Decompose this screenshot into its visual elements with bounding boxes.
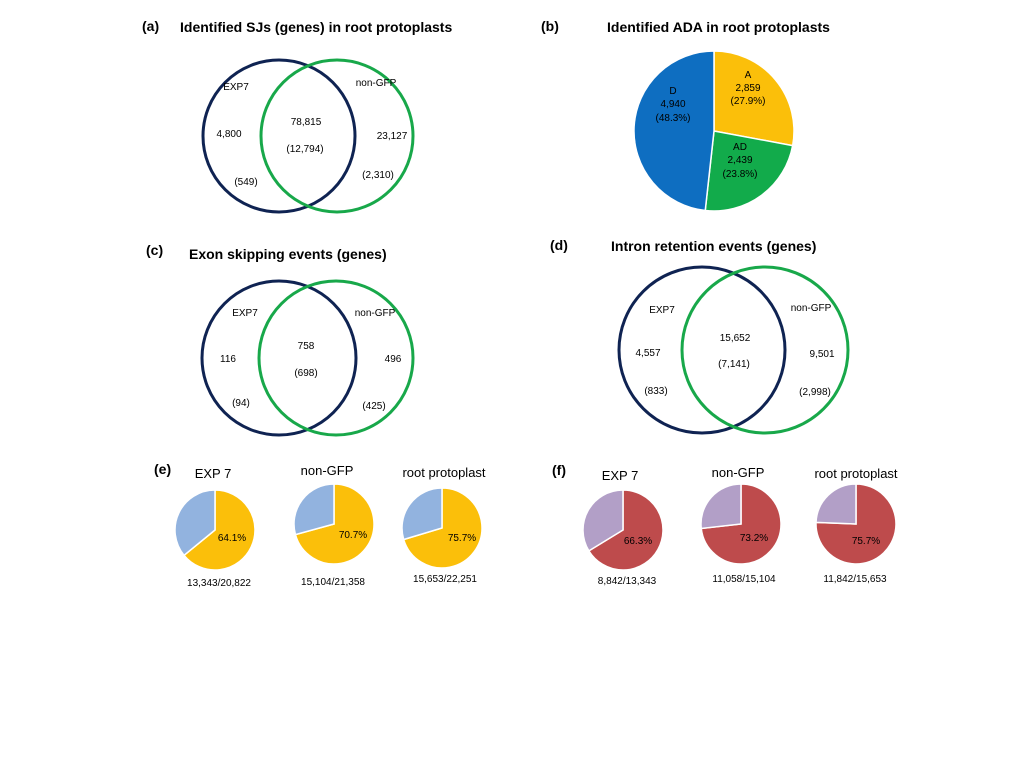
venn-a-left-value: 4,800 bbox=[216, 129, 241, 140]
panel-e-label: (e) bbox=[154, 461, 171, 477]
venn-c-right-name: non-GFP bbox=[355, 308, 396, 319]
venn-c-left-name: EXP7 bbox=[232, 308, 258, 319]
panel-b-label: (b) bbox=[541, 18, 559, 34]
pie-e2-title: non-GFP bbox=[301, 463, 354, 478]
venn-c-right-genes: (425) bbox=[362, 401, 385, 412]
venn-c-left-value: 116 bbox=[220, 354, 236, 365]
pie-f1-pct: 66.3% bbox=[624, 536, 652, 547]
venn-c-center-value: 758 bbox=[298, 341, 315, 352]
panel-d-title: Intron retention events (genes) bbox=[611, 238, 816, 254]
venn-d-right-genes: (2,998) bbox=[799, 387, 831, 398]
panel-e: (e) EXP 7 non-GFP root protoplast 13,343… bbox=[154, 461, 486, 589]
ada-slice-ad bbox=[704, 130, 794, 212]
pie-f1-main-slice bbox=[587, 489, 664, 571]
panel-d: (d) Intron retention events (genes) EXP7… bbox=[550, 237, 850, 435]
panel-c-label: (c) bbox=[146, 242, 163, 258]
pie-e2-pct: 70.7% bbox=[339, 530, 367, 541]
pie-f1-title: EXP 7 bbox=[602, 468, 639, 483]
pie-e3-title: root protoplast bbox=[402, 465, 485, 480]
pie-e1 bbox=[174, 489, 256, 571]
pie-e3-rest-slice bbox=[401, 487, 443, 541]
pie-f2-title: non-GFP bbox=[712, 465, 765, 480]
ada-slice-a-label: A 2,859 (27.9%) bbox=[730, 70, 765, 107]
pie-f2-ratio: 11,058/15,104 bbox=[712, 574, 776, 585]
ada-slice-d-label: D 4,940 (48.3%) bbox=[655, 86, 690, 124]
ada-slice-a-name: A bbox=[745, 70, 752, 81]
pie-f2-rest-slice bbox=[700, 483, 742, 530]
pie-f2-pct: 73.2% bbox=[740, 533, 768, 544]
venn-a-left-name: EXP7 bbox=[223, 82, 249, 93]
ada-slice-ad-label: AD 2,439 (23.8%) bbox=[722, 142, 757, 180]
pie-f3-rest-slice bbox=[815, 483, 857, 525]
ada-slice-d-pct: (48.3%) bbox=[655, 113, 690, 124]
venn-c-center-genes: (698) bbox=[294, 368, 317, 379]
panel-c: (c) Exon skipping events (genes) EXP7 no… bbox=[146, 242, 415, 437]
pie-e3 bbox=[401, 487, 483, 569]
venn-a-right-value: 23,127 bbox=[377, 131, 408, 142]
pie-e3-ratio: 15,653/22,251 bbox=[413, 574, 477, 585]
panel-f-label: (f) bbox=[552, 462, 566, 478]
pie-f1-ratio: 8,842/13,343 bbox=[598, 576, 657, 587]
ada-pie bbox=[633, 50, 795, 212]
venn-c-exp7-circle bbox=[200, 279, 358, 437]
pie-f1 bbox=[582, 489, 664, 571]
pie-e2-rest-slice bbox=[293, 483, 335, 536]
venn-d-center-value: 15,652 bbox=[720, 333, 751, 344]
pie-e1-rest-slice bbox=[174, 489, 216, 557]
venn-d-left-value: 4,557 bbox=[635, 348, 660, 359]
venn-a-exp7-circle bbox=[201, 58, 357, 214]
pie-f3-ratio: 11,842/15,653 bbox=[823, 574, 887, 585]
pie-e1-main-slice bbox=[182, 489, 256, 571]
ada-slice-a-pct: (27.9%) bbox=[730, 96, 765, 107]
venn-a-center-genes: (12,794) bbox=[286, 144, 323, 155]
venn-d-left-genes: (833) bbox=[644, 386, 667, 397]
pie-f3-title: root protoplast bbox=[814, 466, 897, 481]
ada-slice-d-value: 4,940 bbox=[660, 99, 685, 110]
pie-e1-title: EXP 7 bbox=[195, 466, 232, 481]
pie-f2 bbox=[700, 483, 782, 565]
venn-c-left-genes: (94) bbox=[232, 398, 250, 409]
pie-f3-pct: 75.7% bbox=[852, 536, 880, 547]
panel-d-label: (d) bbox=[550, 237, 568, 253]
pie-e2-ratio: 15,104/21,358 bbox=[301, 577, 365, 588]
panel-a: (a) Identified SJs (genes) in root proto… bbox=[142, 18, 452, 214]
venn-d-exp7-circle bbox=[617, 265, 787, 435]
panel-c-title: Exon skipping events (genes) bbox=[189, 246, 387, 262]
venn-a-nongfp-circle bbox=[259, 58, 415, 214]
panel-a-title: Identified SJs (genes) in root protoplas… bbox=[180, 19, 452, 35]
pie-e1-pct: 64.1% bbox=[218, 533, 246, 544]
venn-a-left-genes: (549) bbox=[234, 177, 257, 188]
venn-c-nongfp-circle bbox=[257, 279, 415, 437]
ada-slice-d-name: D bbox=[669, 86, 676, 97]
venn-d-center-genes: (7,141) bbox=[718, 359, 750, 370]
venn-a-center-value: 78,815 bbox=[291, 117, 322, 128]
pie-e2 bbox=[293, 483, 375, 565]
panel-a-label: (a) bbox=[142, 18, 159, 34]
pie-e3-main-slice bbox=[402, 487, 483, 569]
panel-b: (b) Identified ADA in root protoplasts A… bbox=[541, 18, 830, 212]
pie-f3 bbox=[815, 483, 897, 565]
ada-slice-ad-pct: (23.8%) bbox=[722, 169, 757, 180]
venn-d-right-value: 9,501 bbox=[809, 349, 834, 360]
venn-d-left-name: EXP7 bbox=[649, 305, 675, 316]
ada-slice-a-value: 2,859 bbox=[735, 83, 760, 94]
pie-f1-rest-slice bbox=[582, 489, 624, 552]
panel-f: (f) EXP 7 non-GFP root protoplast 8,842/… bbox=[552, 462, 898, 587]
ada-slice-ad-name: AD bbox=[733, 142, 747, 153]
venn-a-right-genes: (2,310) bbox=[362, 170, 394, 181]
venn-d-right-name: non-GFP bbox=[791, 303, 832, 314]
venn-c-right-value: 496 bbox=[385, 354, 402, 365]
ada-slice-d bbox=[633, 50, 715, 212]
pie-e3-pct: 75.7% bbox=[448, 533, 476, 544]
panel-b-title: Identified ADA in root protoplasts bbox=[607, 19, 830, 35]
venn-d-nongfp-circle bbox=[680, 265, 850, 435]
venn-a-right-name: non-GFP bbox=[356, 78, 397, 89]
ada-slice-a bbox=[713, 50, 795, 147]
ada-slice-ad-value: 2,439 bbox=[727, 155, 752, 166]
pie-e1-ratio: 13,343/20,822 bbox=[187, 578, 251, 589]
